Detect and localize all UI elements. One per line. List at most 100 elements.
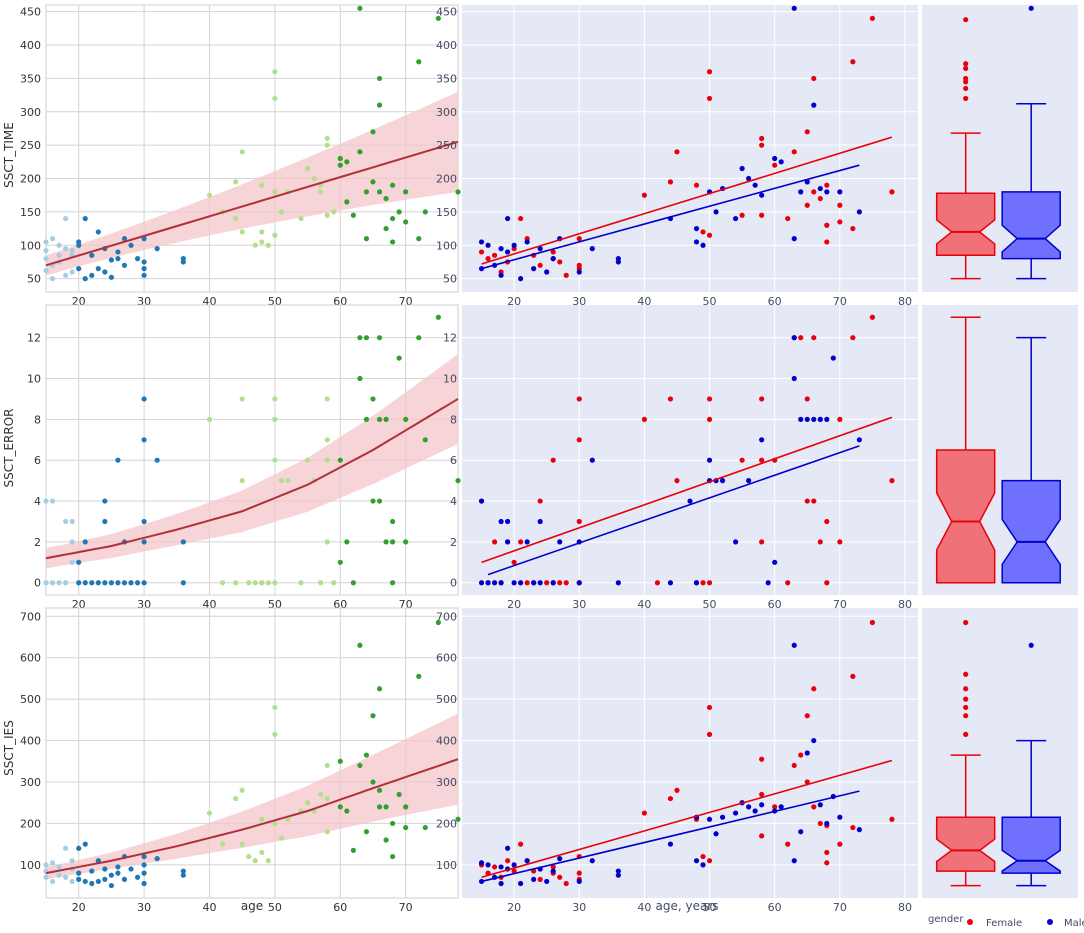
data-point	[416, 236, 422, 242]
y-tick-label: 700	[436, 610, 457, 623]
male-point	[498, 246, 504, 252]
female-point	[772, 804, 778, 810]
female-point	[667, 179, 674, 185]
male-point	[537, 580, 543, 586]
male-point	[518, 880, 524, 887]
male-point	[505, 539, 511, 545]
female-point	[706, 95, 713, 102]
row3-ylabel: SSCT_IES	[2, 720, 16, 776]
data-point	[141, 862, 147, 868]
data-point	[56, 864, 62, 870]
male-fit-line	[487, 445, 860, 576]
male-point	[817, 416, 823, 422]
data-point	[154, 457, 160, 463]
data-point	[76, 242, 82, 248]
data-point	[265, 580, 271, 586]
female-point	[505, 858, 511, 864]
panel-right-row3	[922, 608, 1078, 898]
male-point	[524, 239, 530, 245]
data-point	[246, 853, 252, 860]
female-point	[739, 212, 745, 218]
data-point	[259, 580, 265, 586]
y-tick-label: 450	[436, 6, 457, 19]
y-tick-label: 50	[27, 273, 41, 286]
male-point	[524, 539, 530, 545]
data-point	[324, 795, 330, 802]
female-point	[654, 580, 661, 586]
data-point	[128, 866, 134, 872]
female-point	[759, 142, 765, 148]
data-point	[324, 829, 330, 835]
male-point	[706, 457, 713, 463]
male-point	[719, 478, 726, 484]
notched-box	[935, 192, 996, 257]
female-point	[641, 192, 648, 198]
male-point	[518, 276, 524, 282]
male-point	[615, 872, 621, 878]
male-point	[524, 858, 530, 864]
x-tick-label: 50	[703, 901, 717, 914]
data-point	[69, 518, 75, 525]
female-fit-line	[481, 416, 893, 564]
female-point	[518, 841, 524, 847]
data-point	[115, 256, 121, 262]
y-tick-label: 0	[34, 577, 41, 590]
y-tick-label: 450	[20, 6, 41, 19]
legend-title: gender	[928, 914, 964, 925]
female-point	[557, 259, 563, 265]
notched-box	[935, 816, 996, 872]
female-point	[667, 396, 674, 402]
y-tick-label: 700	[20, 610, 41, 623]
female-point	[798, 752, 804, 758]
data-point	[95, 229, 101, 235]
data-point	[324, 437, 330, 443]
male-point	[706, 816, 713, 822]
male-point	[746, 478, 752, 484]
data-point	[383, 804, 389, 810]
y-tick-label: 4	[450, 495, 457, 508]
x-tick-label: 60	[768, 598, 782, 611]
female-point	[850, 824, 856, 831]
y-tick-label: 300	[436, 106, 457, 119]
male-fit-line	[481, 790, 860, 883]
data-point	[239, 478, 245, 484]
male-point	[817, 185, 823, 192]
data-point	[390, 580, 396, 586]
notched-box	[1001, 191, 1061, 260]
data-point	[390, 182, 396, 188]
data-point	[115, 864, 121, 870]
data-point	[416, 335, 422, 341]
female-point	[869, 314, 876, 320]
x-tick-label: 50	[703, 598, 717, 611]
data-point	[76, 266, 82, 272]
male-point	[505, 518, 511, 525]
data-point	[180, 539, 186, 545]
y-tick-label: 12	[443, 332, 457, 345]
y-tick-label: 150	[20, 206, 41, 219]
data-point	[89, 880, 95, 887]
data-point	[89, 252, 95, 258]
female-point	[824, 518, 830, 525]
male-point	[615, 259, 621, 265]
data-point	[49, 860, 56, 866]
fit-curve	[45, 758, 459, 875]
outlier-point	[963, 95, 969, 102]
data-point	[278, 478, 285, 484]
female-point	[706, 69, 713, 75]
male-point	[798, 189, 804, 195]
female-point	[889, 816, 895, 822]
male-point	[693, 580, 700, 586]
data-point	[357, 149, 363, 155]
data-point	[56, 580, 62, 586]
notched-box	[935, 449, 996, 584]
male-point	[557, 539, 563, 545]
data-point	[233, 580, 239, 586]
x-tick-label: 70	[833, 295, 847, 308]
female-point	[785, 580, 791, 586]
data-point	[403, 804, 409, 810]
x-tick-label: 20	[507, 598, 521, 611]
female-point	[772, 162, 778, 168]
data-point	[259, 182, 265, 188]
male-point	[830, 355, 836, 361]
female-point	[576, 437, 582, 443]
